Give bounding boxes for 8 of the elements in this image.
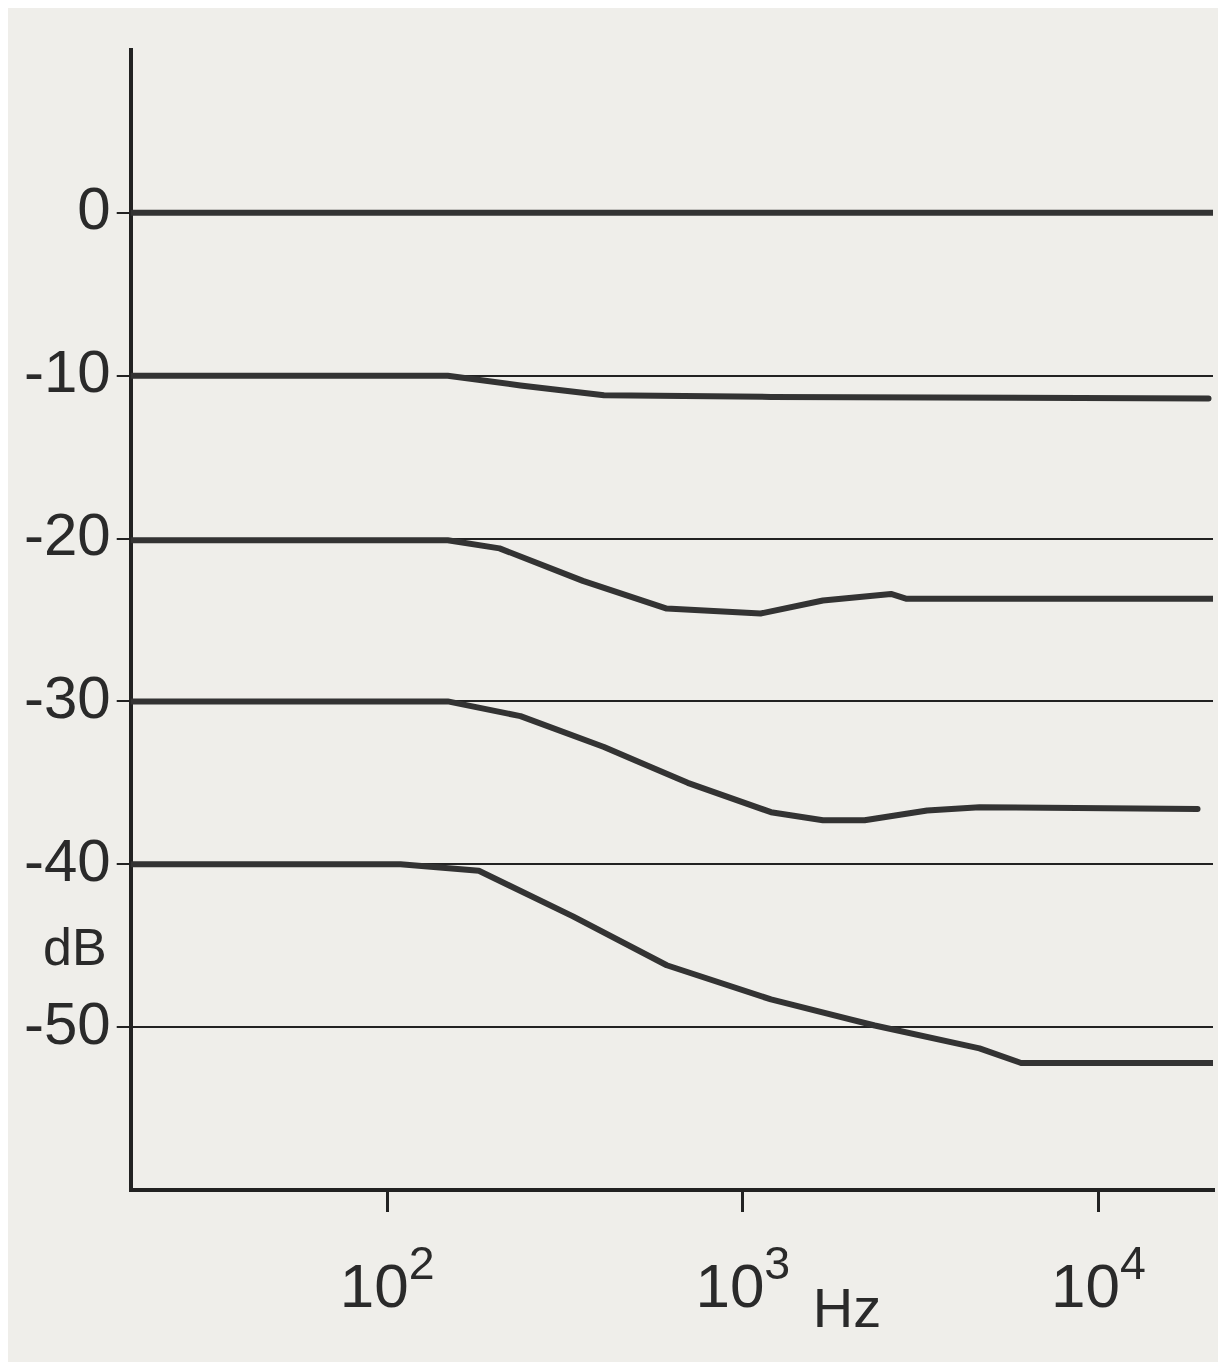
y-tick-label: 0 [77, 175, 111, 243]
y-axis-title: dB [43, 918, 107, 977]
y-tick-label: -10 [24, 338, 111, 406]
y-tick-label: -40 [24, 826, 111, 894]
y-tick-label: -20 [24, 501, 111, 569]
x-axis-title: Hz [812, 1276, 882, 1339]
y-tick-label: -30 [24, 663, 111, 731]
y-tick-label: -50 [24, 989, 111, 1057]
